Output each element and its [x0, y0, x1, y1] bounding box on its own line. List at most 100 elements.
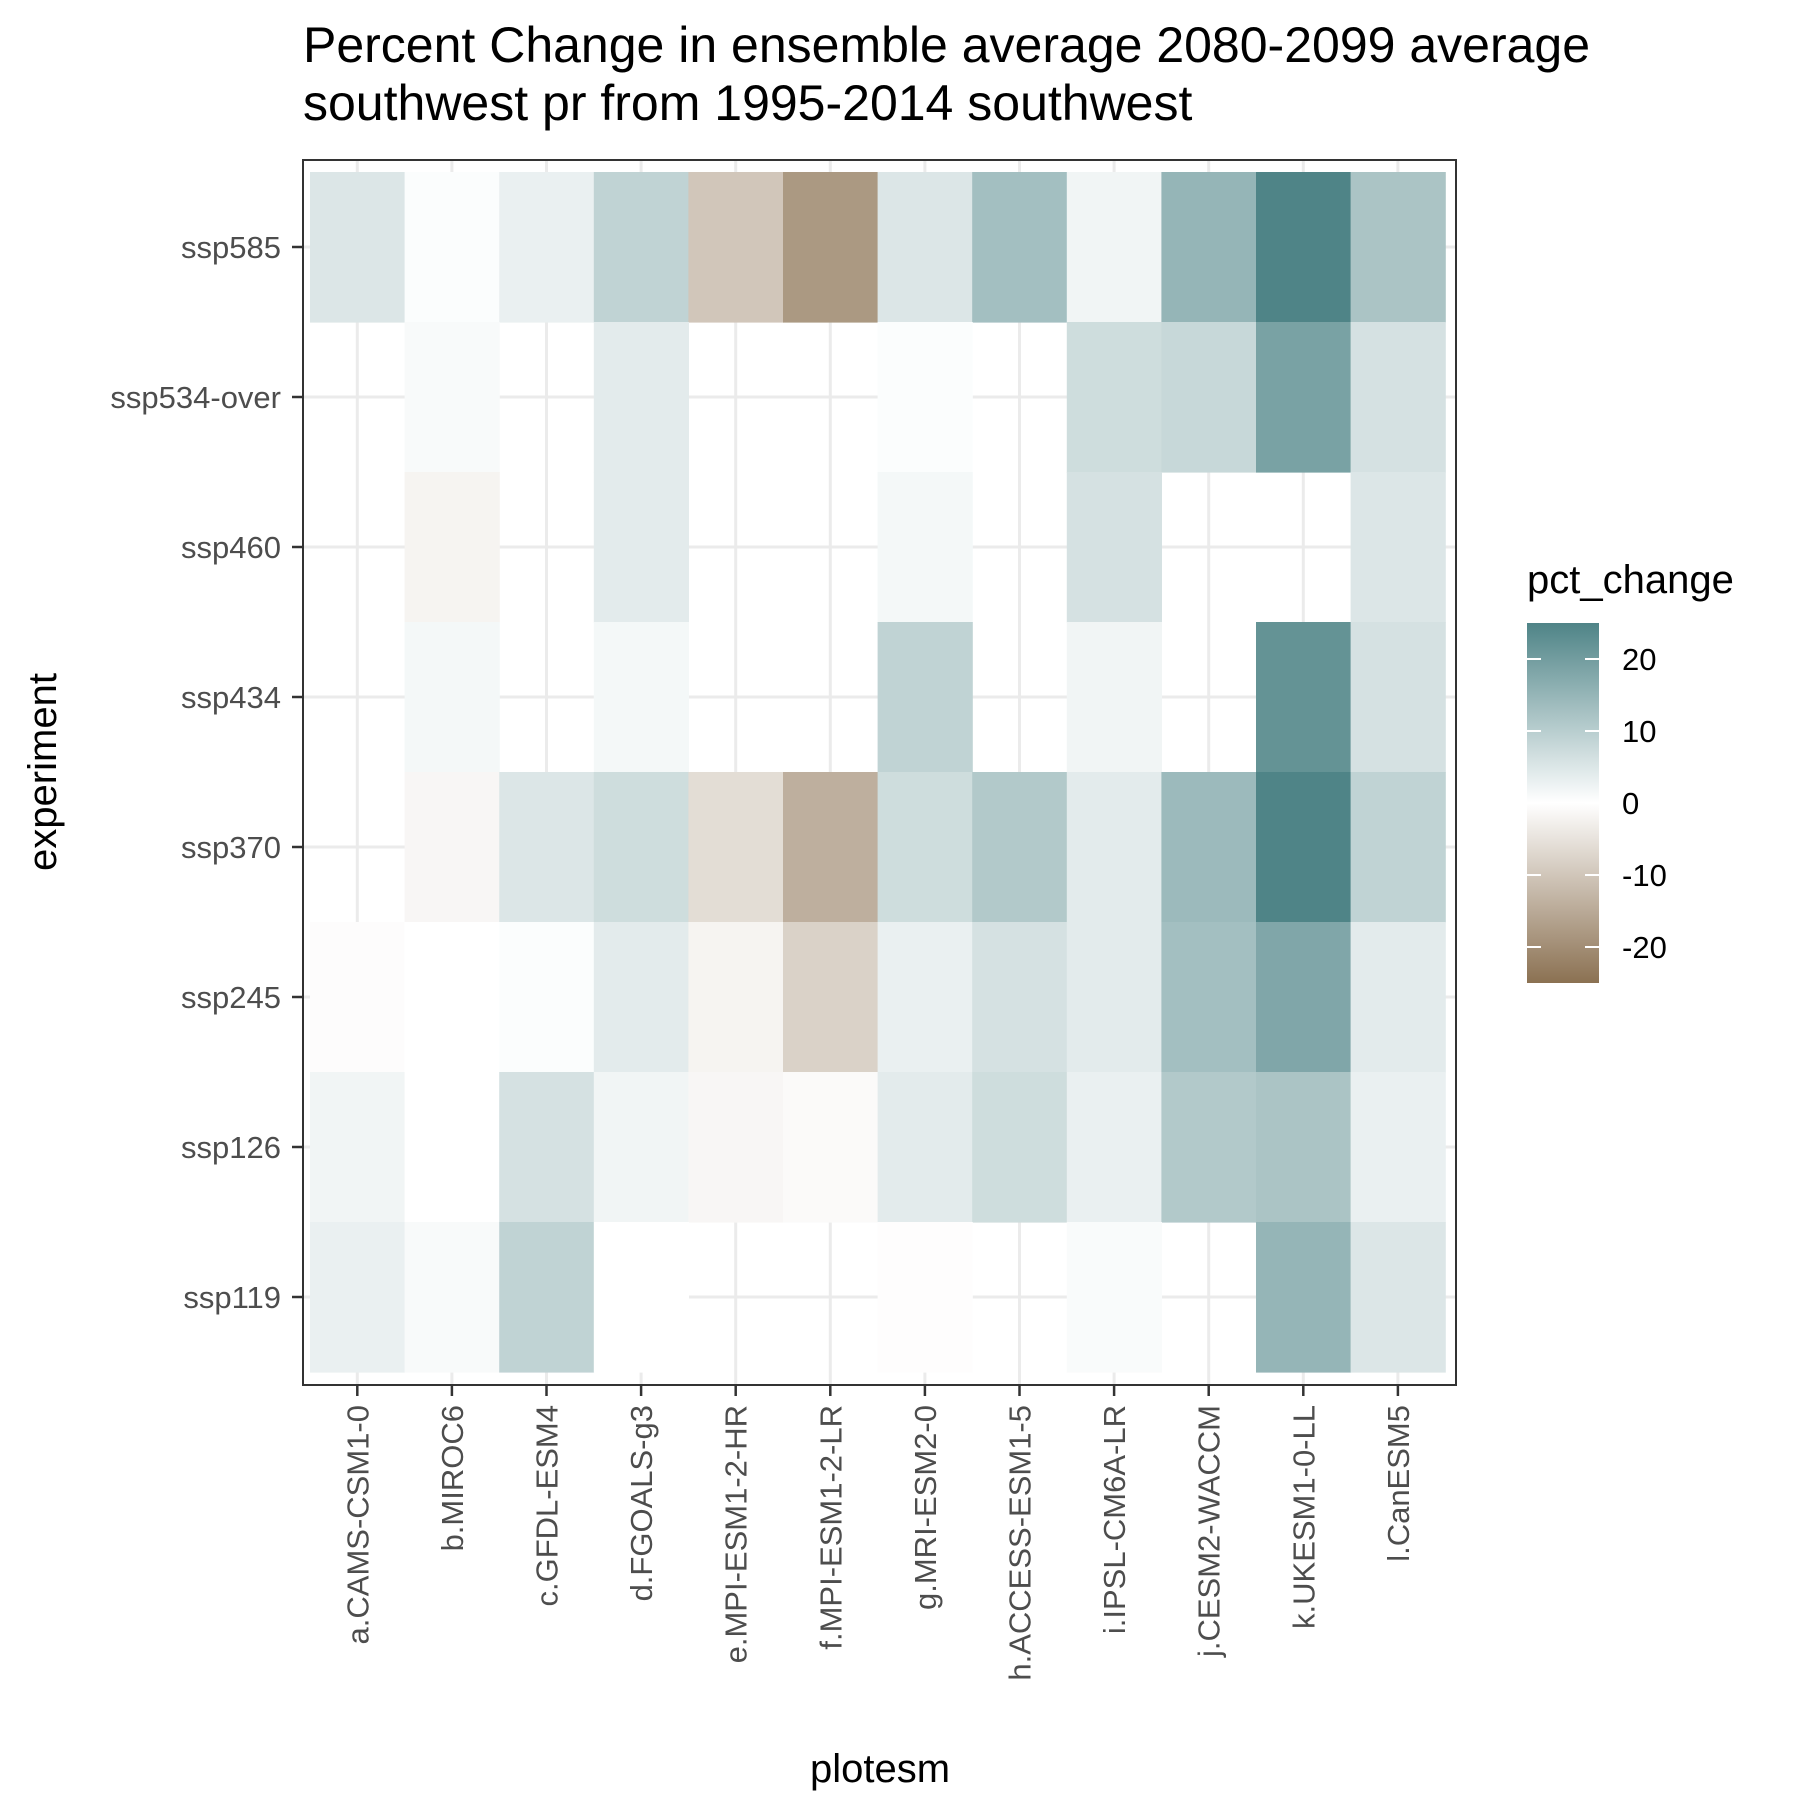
legend-tick-label: 10	[1622, 714, 1656, 749]
heatmap-cell	[499, 1072, 595, 1223]
heatmap-cell	[1066, 922, 1162, 1073]
x-tick-label: l.CanESM5	[1381, 1405, 1416, 1562]
heatmap-cell	[1256, 922, 1352, 1073]
heatmap-cell	[877, 172, 973, 323]
heatmap-cell	[972, 172, 1068, 323]
heatmap-cell	[783, 1072, 879, 1223]
heatmap-cell	[310, 172, 406, 323]
legend: pct_change 20 10 0 -10 -20	[1527, 558, 1734, 983]
legend-ticks: 20 10 0 -10 -20	[1527, 642, 1667, 965]
heatmap-cell	[593, 622, 689, 773]
x-tick-label: i.IPSL-CM6A-LR	[1097, 1405, 1132, 1634]
heatmap-cell	[499, 772, 595, 923]
y-tick-label: ssp434	[181, 680, 281, 715]
chart-title-line: southwest pr from 1995-2014 southwest	[303, 75, 1192, 131]
heatmap-cell	[877, 1072, 973, 1223]
y-tick-label: ssp585	[181, 230, 281, 265]
legend-tick-label: -10	[1622, 858, 1667, 893]
x-tick-label: a.CAMS-CSM1-0	[340, 1405, 375, 1644]
heatmap-cell	[688, 1072, 784, 1223]
legend-tick-label: 20	[1622, 642, 1656, 677]
heatmap-cell	[1161, 322, 1257, 473]
x-tick-label: c.GFDL-ESM4	[530, 1405, 565, 1607]
x-tick-label: h.ACCESS-ESM1-5	[1003, 1405, 1038, 1681]
heatmap-cell	[310, 1072, 406, 1223]
heatmap-cell	[1066, 472, 1162, 623]
y-tick-label: ssp126	[181, 1130, 281, 1165]
heatmap-cell	[877, 1222, 973, 1373]
heatmap-cell	[404, 622, 500, 773]
y-tick-label: ssp119	[183, 1280, 281, 1315]
heatmap-cell	[499, 922, 595, 1073]
heatmap-cell	[1350, 472, 1446, 623]
heatmap-cell	[972, 772, 1068, 923]
heatmap-cell	[877, 322, 973, 473]
x-axis: a.CAMS-CSM1-0 b.MIROC6 c.GFDL-ESM4 d.FGOALS…	[340, 1385, 1416, 1681]
heatmap-cell	[1161, 772, 1257, 923]
heatmap-cell	[1350, 172, 1446, 323]
heatmap-cell	[877, 622, 973, 773]
heatmap-cell	[1350, 322, 1446, 473]
heatmap-cell	[310, 1222, 406, 1373]
heatmap-cell	[1066, 322, 1162, 473]
heatmap-cell	[404, 1222, 500, 1373]
heatmap-cell	[688, 172, 784, 323]
plot-panel-border	[302, 159, 1457, 1386]
heatmap-cell	[1066, 772, 1162, 923]
x-tick-label: e.MPI-ESM1-2-HR	[719, 1405, 754, 1663]
chart-title-line: Percent Change in ensemble average 2080-…	[303, 17, 1590, 73]
y-tick-label: ssp370	[181, 830, 281, 865]
heatmap-cell	[404, 922, 500, 1073]
heatmap-cell	[1256, 1072, 1352, 1223]
heatmap-cell	[404, 772, 500, 923]
heatmap-cell	[1350, 1222, 1446, 1373]
heatmap-cell	[593, 922, 689, 1073]
heatmap-cell	[688, 772, 784, 923]
heatmap-cell	[877, 772, 973, 923]
heatmap-cell	[499, 1222, 595, 1373]
x-tick-label: f.MPI-ESM1-2-LR	[813, 1405, 848, 1650]
x-tick-label: b.MIROC6	[435, 1405, 470, 1551]
y-tick-label: ssp534-over	[110, 380, 281, 415]
heatmap-cell	[593, 772, 689, 923]
heatmap-cell	[593, 1072, 689, 1223]
heatmap-cell	[404, 322, 500, 473]
y-tick-label: ssp245	[181, 980, 281, 1015]
legend-tick-label: 0	[1622, 786, 1639, 821]
legend-title: pct_change	[1527, 558, 1734, 602]
heatmap-cells	[310, 172, 1446, 1373]
heatmap-cell	[593, 322, 689, 473]
heatmap-cell	[1161, 922, 1257, 1073]
heatmap-cell	[593, 172, 689, 323]
y-tick-label: ssp460	[181, 530, 281, 565]
heatmap-cell	[1350, 1072, 1446, 1223]
y-axis-title: experiment	[21, 673, 65, 871]
y-axis: ssp585 ssp534-over ssp460 ssp434 ssp370 ssp24…	[110, 230, 303, 1315]
legend-tick-label: -20	[1622, 930, 1667, 965]
heatmap-cell	[404, 1072, 500, 1223]
heatmap-cell	[783, 772, 879, 923]
heatmap-cell	[593, 1222, 689, 1373]
heatmap-cell	[877, 922, 973, 1073]
x-axis-title: plotesm	[810, 1747, 950, 1791]
heatmap-cell	[1161, 172, 1257, 323]
heatmap-cell	[972, 1072, 1068, 1223]
x-tick-label: d.FGOALS-g3	[624, 1405, 659, 1601]
x-tick-label: g.MRI-ESM2-0	[908, 1405, 943, 1610]
heatmap-cell	[1066, 172, 1162, 323]
heatmap-cell	[310, 922, 406, 1073]
heatmap-cell	[1350, 772, 1446, 923]
heatmap-cell	[593, 472, 689, 623]
x-tick-label: k.UKESM1-0-LL	[1286, 1405, 1321, 1629]
x-tick-label: j.CESM2-WACCM	[1192, 1405, 1227, 1658]
heatmap-cell	[1350, 622, 1446, 773]
heatmap-cell	[404, 472, 500, 623]
heatmap-cell	[877, 472, 973, 623]
heatmap-cell	[1066, 1072, 1162, 1223]
heatmap-cell	[972, 922, 1068, 1073]
heatmap-cell	[1256, 172, 1352, 323]
heatmap-cell	[1256, 1222, 1352, 1373]
heatmap-cell	[1256, 322, 1352, 473]
chart-title: Percent Change in ensemble average 2080-…	[303, 17, 1590, 131]
heatmap-cell	[783, 922, 879, 1073]
